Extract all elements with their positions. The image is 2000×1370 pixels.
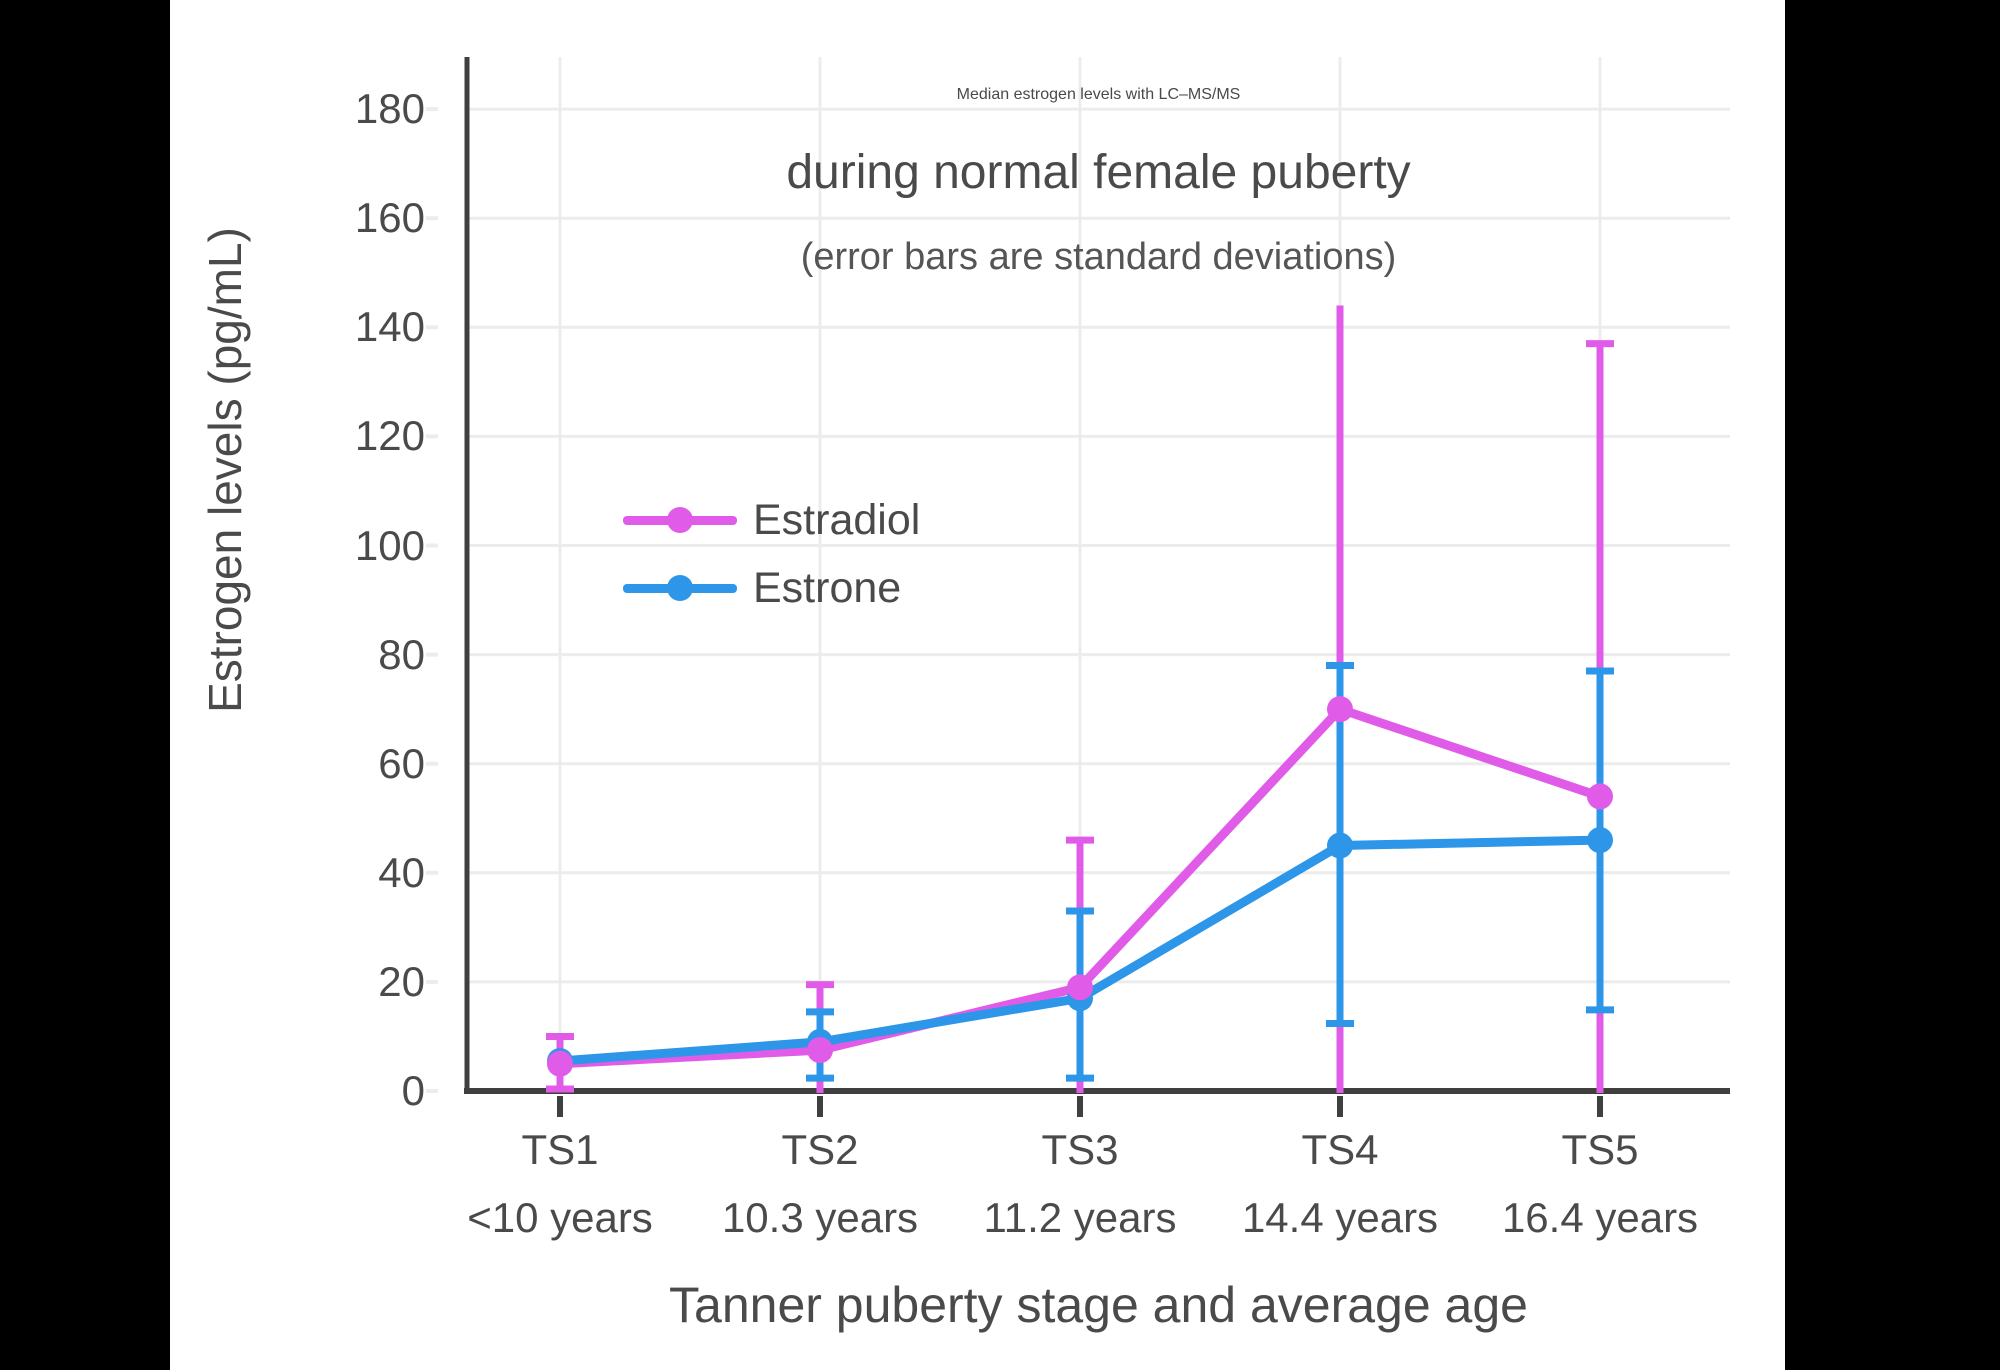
estradiol-line-swatch: [623, 503, 737, 537]
y-axis-title: Estrogen levels (pg/mL): [199, 227, 251, 713]
marker-estradiol: [1067, 974, 1093, 1001]
y-tick-label: 60: [378, 739, 425, 787]
x-tick-label-stage: TS1: [521, 1126, 599, 1173]
legend-label-estradiol: Estradiol: [753, 495, 921, 544]
plot-area: [426, 57, 1730, 1117]
y-tick-label: 100: [354, 521, 425, 569]
x-axis-title: Tanner puberty stage and average age: [669, 1277, 1528, 1333]
x-tick-label-stage: TS3: [1041, 1126, 1119, 1173]
chart-title-line2: during normal female puberty: [786, 146, 1411, 199]
marker-estradiol: [1327, 696, 1353, 723]
x-tick-label-age: <10 years: [467, 1194, 653, 1241]
legend-label-estrone: Estrone: [753, 563, 902, 612]
x-tick-label-age: 14.4 years: [1241, 1194, 1439, 1241]
marker-estrone: [1587, 827, 1613, 854]
legend: Estradiol Estrone: [623, 486, 920, 622]
y-tick-label: 180: [354, 85, 425, 133]
chart-canvas: Median estrogen levels with LC–MS/MS dur…: [170, 0, 1785, 1370]
y-tick-label: 120: [354, 412, 425, 460]
y-tick-label: 0: [401, 1067, 425, 1114]
y-tick-label: 160: [354, 194, 425, 242]
x-tick-label-stage: TS2: [781, 1126, 859, 1173]
marker-estradiol: [807, 1037, 833, 1064]
y-tick-label: 80: [378, 630, 425, 678]
legend-entry-estradiol: Estradiol: [623, 486, 920, 554]
y-tick-label: 20: [378, 957, 425, 1005]
x-tick-label-stage: TS5: [1561, 1126, 1639, 1173]
legend-entry-estrone: Estrone: [623, 554, 920, 622]
marker-estrone: [1327, 832, 1353, 859]
y-tick-label: 40: [378, 848, 425, 896]
marker-estradiol: [547, 1050, 573, 1077]
estrone-line-swatch: [623, 571, 737, 605]
x-tick-label-age: 11.2 years: [983, 1194, 1177, 1241]
x-tick-label-age: 10.3 years: [721, 1194, 919, 1241]
y-tick-label: 140: [354, 303, 425, 351]
marker-estradiol: [1587, 783, 1613, 810]
chart-title-line1: Median estrogen levels with LC–MS/MS: [956, 86, 1241, 103]
chart-subtitle: (error bars are standard deviations): [800, 236, 1397, 278]
x-tick-label-stage: TS4: [1301, 1126, 1379, 1173]
x-tick-label-age: 16.4 years: [1501, 1194, 1699, 1241]
